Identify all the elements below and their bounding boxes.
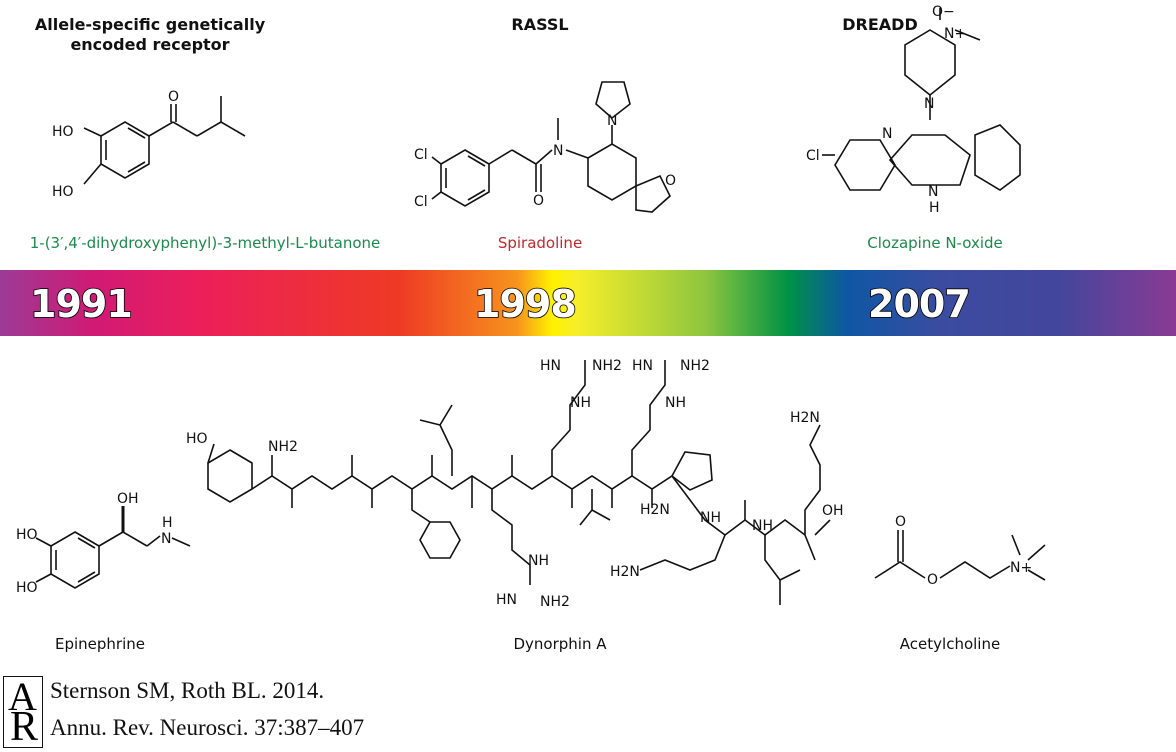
citation-journal: Annu. Rev. Neurosci. 37:387–407 xyxy=(50,715,365,740)
native-name-dynorphin: Dynorphin A xyxy=(513,635,607,653)
atom-label: HO xyxy=(186,431,208,447)
atom-label: HO xyxy=(16,580,38,596)
citation-authors: Sternson SM, Roth BL. 2014. xyxy=(50,678,325,703)
heading-dreadd: DREADD xyxy=(842,15,918,34)
ligand-name-spiradoline: Spiradoline xyxy=(497,234,583,252)
atom-label: O xyxy=(168,89,179,105)
structure-spiradoline xyxy=(431,81,671,213)
atom-label: NH xyxy=(752,518,773,534)
atom-label: N xyxy=(924,96,934,112)
atom-label: Cl xyxy=(414,194,428,210)
atom-label: N xyxy=(553,143,563,159)
structure-asger-ligand xyxy=(83,96,246,185)
atom-label: O xyxy=(927,572,938,588)
atom-label: N xyxy=(882,126,892,142)
atom-label: N xyxy=(928,184,938,200)
atom-label: N+ xyxy=(944,26,966,42)
native-name-acetylcholine: Acetylcholine xyxy=(899,635,1001,653)
atom-label: NH xyxy=(700,510,721,526)
atom-label: Cl xyxy=(806,148,820,164)
atom-label: HO xyxy=(16,527,38,543)
atom-label: NH2 xyxy=(540,594,570,610)
native-name-epinephrine: Epinephrine xyxy=(55,635,145,653)
atom-label: Cl xyxy=(414,147,428,163)
atom-label: HN xyxy=(540,358,561,374)
atom-label: H xyxy=(929,200,940,216)
atom-label: OH xyxy=(117,491,139,507)
atom-label: O− xyxy=(932,4,955,20)
atom-label: HO xyxy=(52,124,74,140)
atom-label: N xyxy=(607,113,617,129)
atom-label: H xyxy=(162,515,173,531)
atom-label: NH xyxy=(570,395,591,411)
atom-label: NH2 xyxy=(592,358,622,374)
atom-label: HN xyxy=(632,358,653,374)
year-1998: 1998 xyxy=(473,281,577,327)
structure-dynorphin-a xyxy=(207,360,831,605)
atom-label: NH xyxy=(528,553,549,569)
atom-label: NH xyxy=(665,395,686,411)
atom-label: NH2 xyxy=(268,439,298,455)
heading-rassl: RASSL xyxy=(511,15,569,34)
atom-label: N xyxy=(161,531,171,547)
atom-label: N+ xyxy=(1010,560,1032,576)
year-2007: 2007 xyxy=(867,281,971,327)
structure-acetylcholine xyxy=(874,530,1046,581)
atom-label: H2N xyxy=(790,410,820,426)
atom-label: HN xyxy=(496,592,517,608)
heading-asger: Allele-specific genetically encoded rece… xyxy=(34,15,266,54)
atom-label: O xyxy=(895,514,906,530)
atom-label: O xyxy=(533,193,544,209)
atom-label: H2N xyxy=(610,564,640,580)
year-1991: 1991 xyxy=(29,281,133,327)
atom-label: O xyxy=(665,173,676,189)
atom-label: NH2 xyxy=(680,358,710,374)
structure-epinephrine xyxy=(35,506,191,589)
ligand-name-asger: 1-(3′,4′-dihydroxyphenyl)-3-methyl-L-but… xyxy=(29,234,381,252)
ligand-name-cno: Clozapine N-oxide xyxy=(867,234,1003,252)
atom-label: H2N xyxy=(640,502,670,518)
annual-reviews-logo: A R xyxy=(3,674,43,750)
structure-clozapine-n-oxide xyxy=(822,8,1021,191)
atom-label: OH xyxy=(822,503,844,519)
atom-label: HO xyxy=(52,184,74,200)
timeline-rainbow-bar xyxy=(0,270,1176,336)
atom-labels: HO HO O Cl Cl N O N O O− N+ N N Cl N H O… xyxy=(16,4,1032,610)
